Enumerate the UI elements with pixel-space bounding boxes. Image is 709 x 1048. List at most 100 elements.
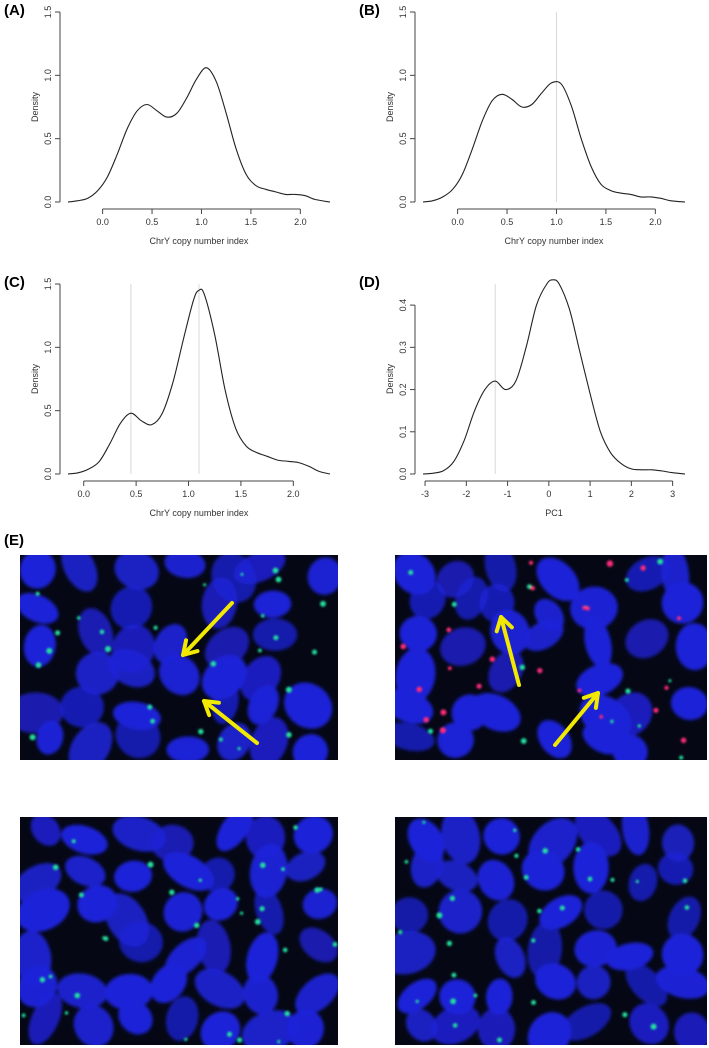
green-signal-dot — [684, 905, 690, 910]
green-signal-dot — [635, 879, 639, 884]
y-axis-title: Density — [385, 91, 395, 122]
nucleus — [441, 817, 481, 865]
green-signal-dot — [46, 647, 53, 654]
x-tick-label: 0.0 — [96, 217, 109, 227]
nucleus — [521, 849, 565, 891]
green-signal-dot — [451, 601, 457, 607]
green-signal-dot — [682, 878, 688, 884]
green-signal-dot — [77, 616, 81, 620]
x-tick-label: 3 — [670, 489, 675, 499]
arrow-head — [494, 615, 514, 634]
nucleus — [488, 650, 524, 693]
nucleus — [523, 619, 564, 651]
green-signal-dot — [102, 936, 106, 940]
y-axis-title: Density — [30, 91, 40, 122]
green-signal-dot — [203, 583, 207, 587]
y-tick-label: 0.0 — [398, 468, 408, 481]
green-signal-dot — [259, 906, 265, 912]
green-signal-dot — [436, 912, 443, 919]
y-tick-label: 1.0 — [43, 341, 53, 354]
nucleus — [68, 722, 113, 760]
x-tick-label: 1 — [588, 489, 593, 499]
nucleus — [454, 576, 488, 620]
red-signal-dot — [476, 683, 482, 689]
green-signal-dot — [610, 719, 614, 724]
green-signal-dot — [398, 930, 403, 935]
nucleus — [28, 992, 63, 1045]
nucleus — [241, 1010, 298, 1045]
nucleus — [438, 889, 483, 934]
nucleus — [299, 927, 338, 963]
density-plot-c: (C) 0.0 0.5 1.0 1.5 Density 0.0 0.5 1.0 1.5 2.0 Chr… — [4, 274, 331, 518]
green-signal-dot — [519, 664, 525, 670]
green-signal-dot — [273, 635, 279, 641]
green-signal-dot — [624, 578, 629, 582]
nucleus — [395, 931, 436, 975]
y-tick-label: 0.3 — [398, 341, 408, 354]
green-signal-dot — [35, 662, 42, 668]
nucleus — [200, 1011, 241, 1045]
green-signal-dot — [637, 724, 641, 728]
nucleus — [527, 1012, 572, 1045]
nucleus — [440, 627, 486, 666]
nucleus — [612, 734, 648, 760]
signal-group — [29, 567, 326, 751]
nuclei-group — [20, 817, 338, 1045]
green-signal-dot — [422, 820, 426, 824]
density-plot-b: (B) 0.0 0.5 1.0 1.5 Density 0.0 0.5 1.0 1.5 2.0 Chr… — [359, 2, 686, 246]
green-signal-dot — [408, 570, 414, 575]
nucleus — [150, 963, 188, 1004]
green-signal-dot — [542, 848, 548, 854]
green-signal-dot — [153, 625, 158, 630]
x-tick-label: 2.0 — [287, 489, 300, 499]
nucleus — [395, 722, 435, 752]
nucleus — [23, 624, 56, 667]
green-signal-dot — [404, 860, 409, 864]
nucleus — [576, 663, 623, 697]
nucleus — [107, 649, 155, 688]
x-tick-label: 1.0 — [550, 217, 563, 227]
panel-label-b: (B) — [359, 2, 380, 19]
red-signal-dot — [447, 666, 452, 671]
y-axis-title: Density — [30, 363, 40, 394]
green-signal-dot — [281, 867, 285, 871]
green-signal-dot — [240, 572, 244, 576]
nucleus — [436, 860, 478, 892]
nucleus — [625, 619, 669, 659]
green-signal-dot — [679, 755, 684, 760]
green-signal-dot — [449, 895, 455, 901]
green-signal-dot — [587, 876, 593, 882]
green-signal-dot — [254, 918, 261, 925]
density-plot-a: (A) 0.0 0.5 1.0 1.5 Density 0.0 0.5 1.0 1.5 2.0 Chr… — [4, 2, 331, 246]
green-signal-dot — [260, 862, 266, 868]
nucleus — [405, 1008, 438, 1042]
nucleus — [114, 860, 153, 892]
nucleus — [243, 974, 278, 1015]
nucleus — [409, 580, 446, 619]
nucleus — [65, 855, 106, 887]
y-tick-label: 1.0 — [43, 69, 53, 82]
red-signal-dot — [606, 560, 614, 567]
nucleus — [674, 1012, 707, 1045]
nucleus — [584, 890, 623, 930]
nucleus — [477, 859, 515, 901]
nucleus — [625, 556, 670, 592]
green-signal-dot — [320, 600, 326, 607]
nucleus — [20, 592, 59, 624]
green-signal-dot — [285, 686, 292, 693]
nucleus — [284, 682, 333, 729]
y-tick-label: 0.5 — [398, 132, 408, 145]
green-signal-dot — [668, 679, 672, 683]
green-signal-dot — [227, 1031, 232, 1037]
nucleus — [395, 647, 436, 704]
nucleus — [606, 942, 654, 971]
nuclei-group — [20, 555, 338, 760]
green-signal-dot — [452, 1023, 458, 1028]
green-signal-dot — [527, 584, 532, 589]
nucleus — [582, 723, 623, 755]
y-tick-label: 1.0 — [398, 69, 408, 82]
red-signal-dot — [528, 560, 534, 565]
nucleus — [662, 824, 695, 862]
x-tick-label: 2.0 — [649, 217, 662, 227]
green-signal-dot — [184, 1037, 188, 1041]
